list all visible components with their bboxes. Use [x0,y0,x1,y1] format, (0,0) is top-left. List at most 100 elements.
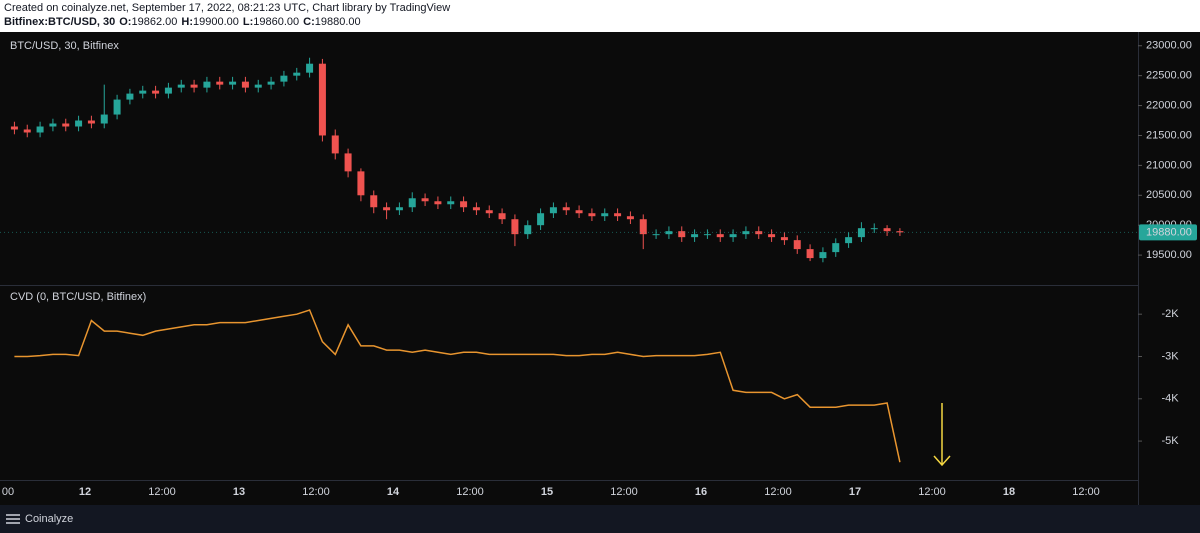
candle-body [691,234,699,238]
y-tick-label: 20500.00 [1146,189,1192,201]
candle-body [280,75,288,82]
candle-body [549,207,557,214]
candle-body [639,219,647,235]
cvd-line [14,309,901,463]
brand-logo [6,514,20,524]
chart-bg [0,32,1200,505]
time-tick-label: 12:00 [456,486,484,498]
brand[interactable]: Coinalyze [25,513,73,525]
candle-body [819,252,827,259]
candle-body [370,195,378,208]
candle-body [460,201,468,208]
candle-body [203,81,211,88]
time-tick-label: 12:00 [918,486,946,498]
ohlc-key: H: [181,16,193,28]
time-tick-label: 12:00 [610,486,638,498]
y-tick-label: -3K [1161,350,1179,362]
candle-body [498,213,506,220]
candle-body [306,63,314,73]
y-tick-label: -5K [1161,435,1179,447]
candle-body [703,234,711,236]
ohlc-value: 19862.00 [131,16,177,28]
candle-body [344,153,352,172]
candle-body [716,234,724,238]
cvd-pane-title: CVD (0, BTC/USD, Bitfinex) [10,291,146,303]
candle-body [113,99,121,115]
candle-body [421,198,429,202]
candle-body [254,84,262,88]
footer-bg [0,505,1200,533]
y-tick-label: 21000.00 [1146,159,1192,171]
y-tick-label: -2K [1161,308,1179,320]
candle-body [126,93,134,100]
candle-body [408,198,416,208]
candle-body [139,90,147,94]
candle-body [23,129,31,133]
ohlc: O:19862.00 H:19900.00 L:19860.00 C:19880.00 [119,16,360,28]
candle-body [793,240,801,250]
candle-body [447,201,455,205]
ohlc-key: L: [243,16,253,28]
ohlc-value: 19860.00 [253,16,299,28]
candle-body [87,120,95,124]
ohlc-key: O: [119,16,131,28]
candle-body [267,81,275,85]
candle-body [652,234,660,236]
candle-body [152,90,160,94]
candle-body [62,123,70,127]
candle-body [36,126,44,133]
candle-body [524,225,532,235]
candle-body [49,123,57,127]
candle-body [537,213,545,226]
time-tick-label: 17 [849,486,861,498]
candle-body [190,84,198,88]
candle-body [832,243,840,253]
time-tick-label: 15 [541,486,553,498]
y-tick-label: 23000.00 [1146,40,1192,52]
time-tick-label: 12:00 [1072,486,1100,498]
symbol: Bitfinex:BTC/USD, 30 [4,16,115,28]
time-tick-label: 13 [233,486,245,498]
candle-body [434,201,442,205]
candle-body [293,72,301,76]
candle-body [485,210,493,214]
candle-body [229,81,237,85]
header-bg [0,0,1200,32]
candle-body [729,234,737,238]
candle-body [10,126,18,130]
time-tick-label: 12:00 [148,486,176,498]
last-price-tag [1139,224,1197,241]
candle-body [216,81,224,85]
candle-body [395,207,403,211]
candle-body [870,228,878,230]
ohlc-key: C: [303,16,315,28]
candle-body [177,84,185,88]
time-tick-label: 16 [695,486,707,498]
ohlc-value: 19880.00 [315,16,361,28]
candle-body [318,63,326,136]
candle-body [678,231,686,238]
ohlc-value: 19900.00 [193,16,239,28]
created-note: Created on coinalyze.net, September 17, … [4,2,450,14]
candle-body [626,216,634,220]
time-tick-label: 18 [1003,486,1015,498]
candle-body [164,87,172,94]
annotation-arrow [933,403,951,467]
candle-body [857,228,865,238]
candle-body [331,135,339,154]
candle-body [383,207,391,211]
candle-body [768,234,776,238]
candle-body [883,228,891,232]
y-tick-label: 22000.00 [1146,99,1192,111]
time-tick-label: 12:00 [764,486,792,498]
candle-body [75,120,83,127]
candle-body [562,207,570,211]
y-tick-label: -4K [1161,393,1179,405]
time-tick-label: 12:00 [302,486,330,498]
candle-body [614,213,622,217]
candle-body [511,219,519,235]
last-price-label: 19880.00 [1146,226,1192,238]
candle-body [806,249,814,259]
candle-body [472,207,480,211]
